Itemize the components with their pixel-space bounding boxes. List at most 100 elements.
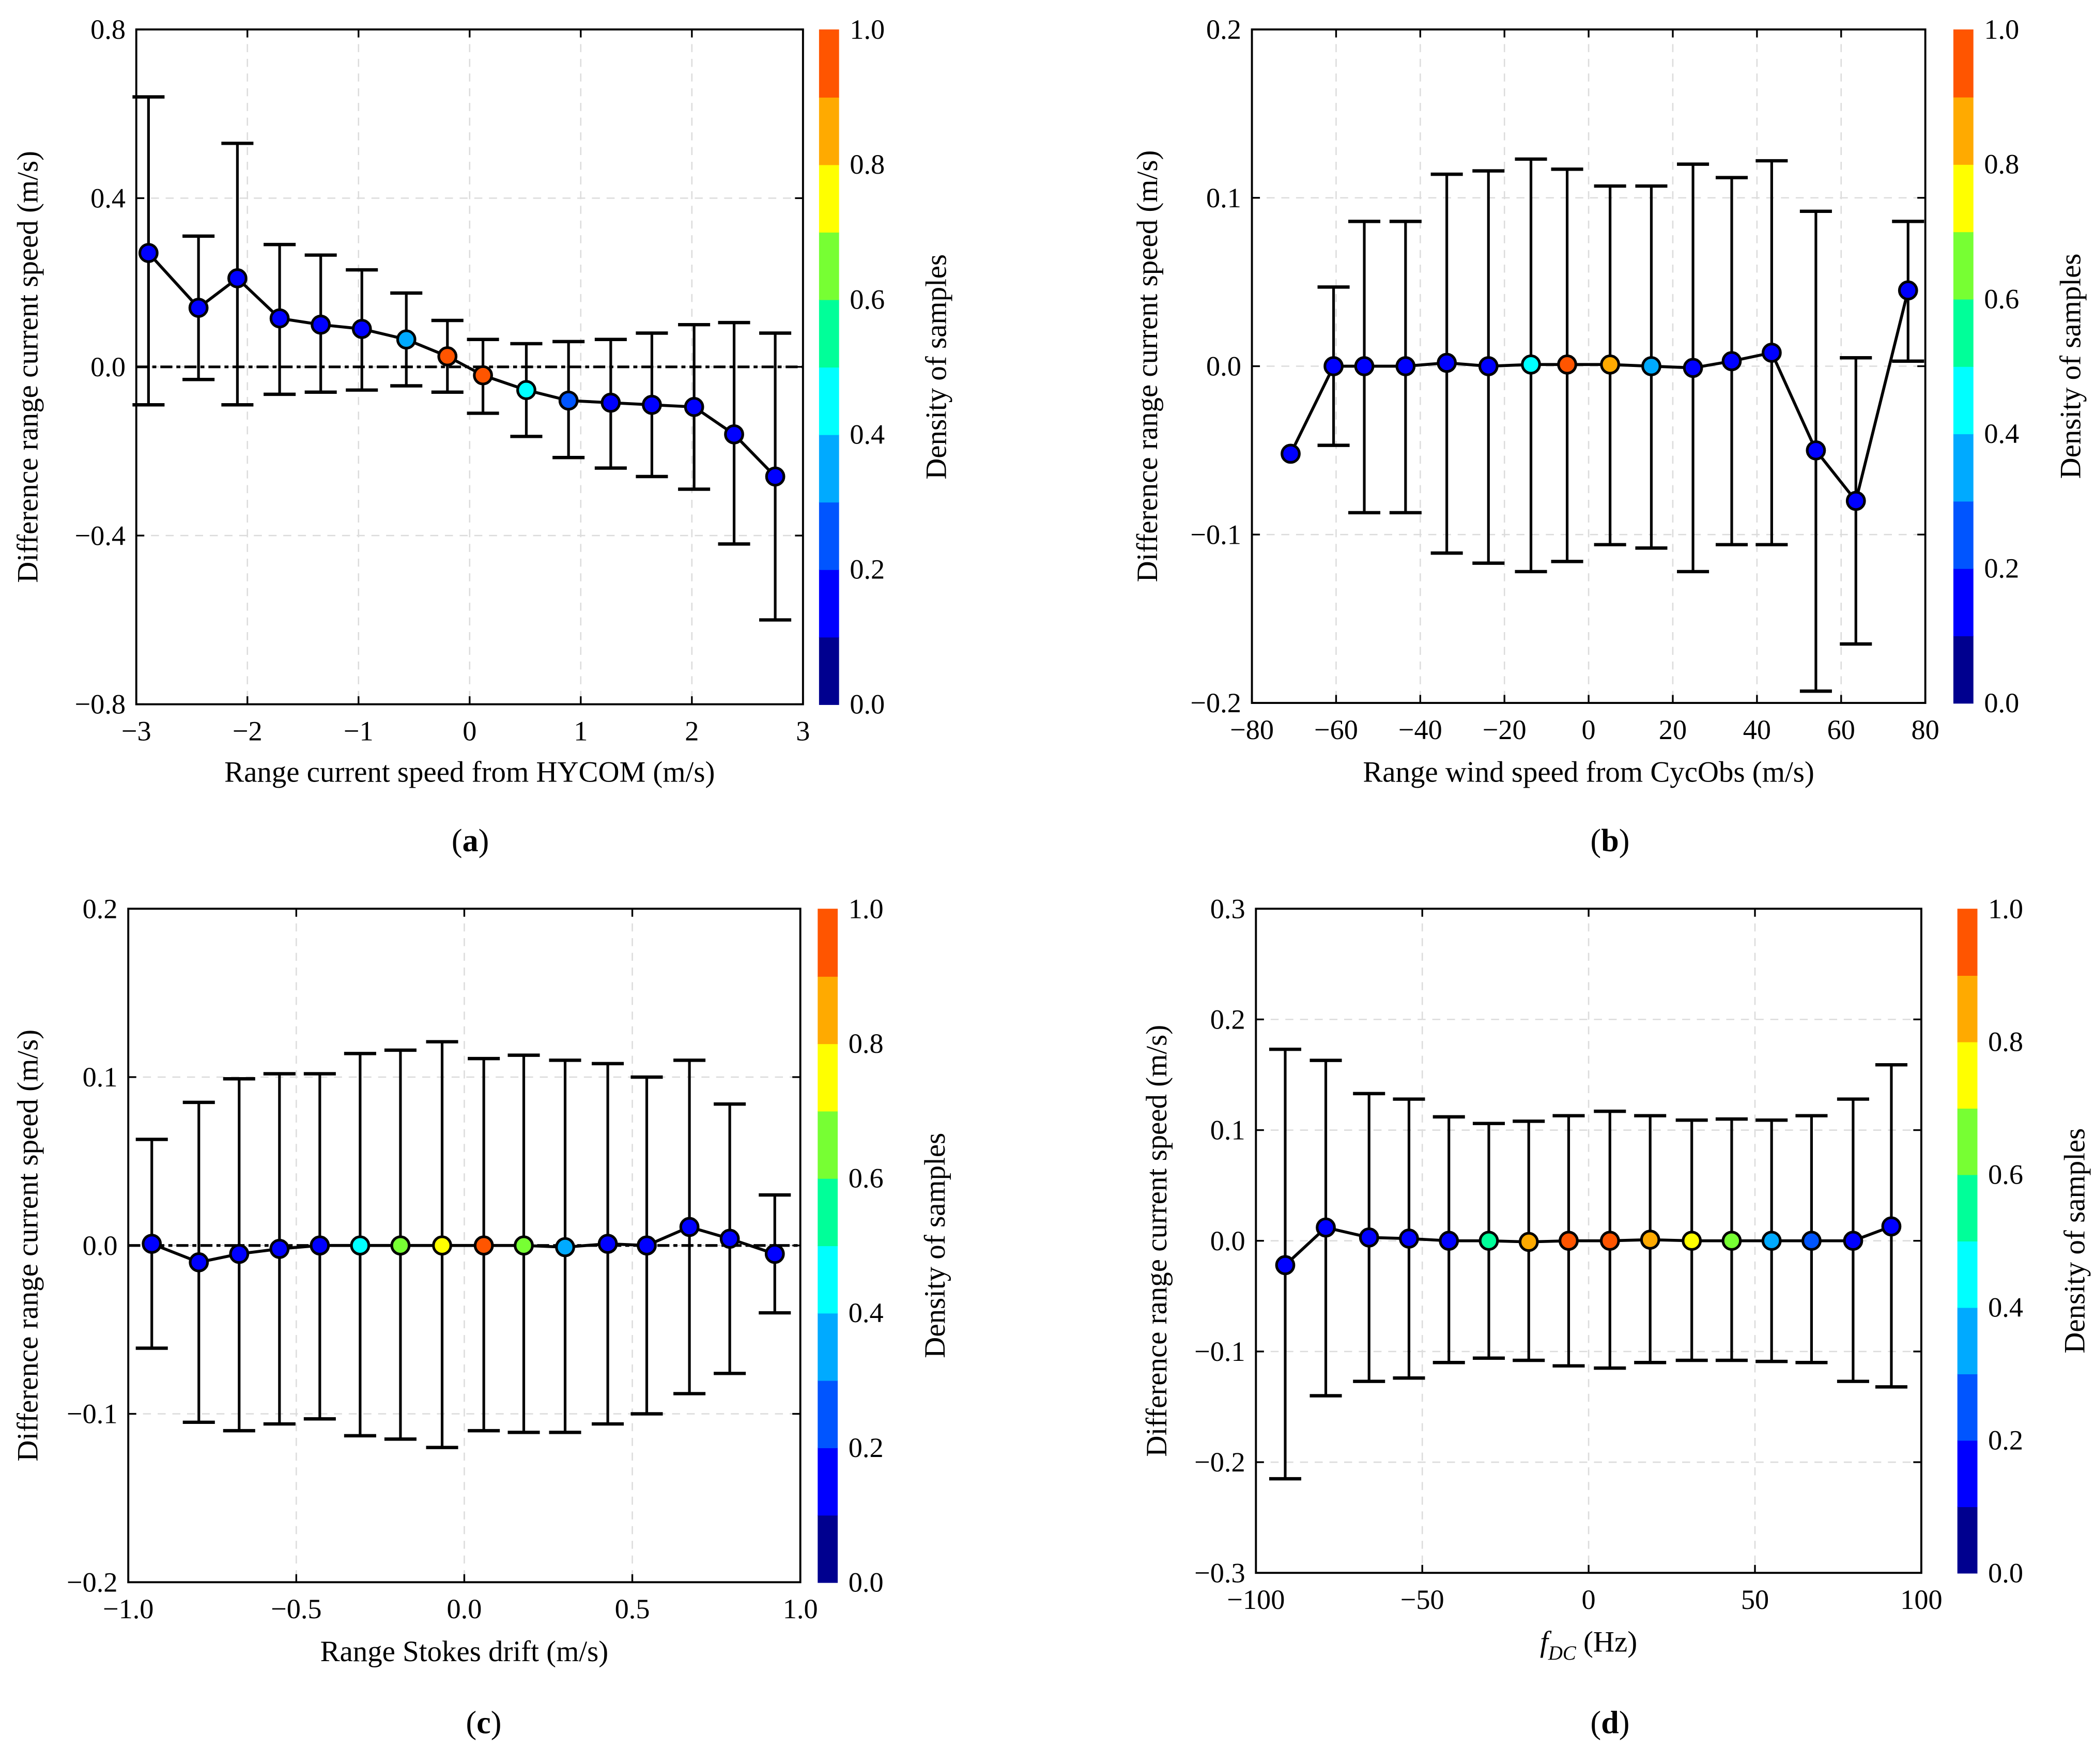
data-point	[719, 1229, 740, 1249]
panel-label-letter: d	[1601, 1705, 1619, 1740]
data-point	[1557, 354, 1577, 375]
x-tick-label: 3	[796, 715, 810, 746]
panel-label-paren: (	[452, 823, 463, 858]
data-point	[350, 1235, 371, 1256]
colorbar-segment	[1957, 909, 1978, 976]
x-tick-label: −1	[344, 715, 374, 746]
colorbar-label: Density of samples	[2055, 254, 2087, 479]
data-point	[724, 424, 744, 444]
data-point	[390, 1235, 411, 1256]
colorbar-segment	[819, 501, 839, 570]
series-line	[1284, 1225, 1892, 1266]
data-point	[1640, 1230, 1660, 1250]
data-point	[558, 390, 579, 411]
colorbar-segment	[1957, 1174, 1978, 1241]
data-point	[1359, 1227, 1379, 1248]
x-tick-label: 0	[463, 715, 476, 746]
panel-label: (a)	[452, 823, 489, 858]
colorbar-segment	[819, 434, 839, 503]
data-point	[142, 1234, 162, 1254]
y-tick-label: 0.0	[1210, 1225, 1245, 1256]
colorbar-tick-label: 0.6	[850, 284, 885, 315]
data-point	[600, 392, 621, 413]
data-point	[1354, 356, 1375, 376]
x-tick-label: 20	[1659, 714, 1687, 745]
y-axis-label: Difference range current speed (m/s)	[1131, 150, 1164, 582]
colorbar-segment	[1953, 366, 1974, 435]
colorbar-segment	[819, 232, 839, 300]
colorbar-segment	[819, 366, 839, 435]
x-axis-label: Range wind speed from CycObs (m/s)	[1363, 756, 1814, 789]
colorbar-segment	[818, 1313, 838, 1381]
colorbar-segment	[818, 1111, 838, 1179]
data-point	[227, 268, 248, 288]
data-point	[642, 394, 662, 415]
colorbar-segment	[819, 164, 839, 233]
colorbar-tick-label: 0.4	[1984, 418, 2019, 449]
data-point	[1806, 440, 1826, 461]
y-tick-label: −0.4	[75, 520, 126, 551]
data-point	[269, 1238, 290, 1259]
data-point	[311, 314, 331, 335]
data-point	[1518, 1232, 1539, 1252]
panel-label-paren: (	[1591, 823, 1601, 858]
x-tick-label: 1	[574, 715, 588, 746]
data-point	[1761, 343, 1782, 363]
data-point	[1721, 351, 1742, 372]
data-point	[1559, 1231, 1579, 1251]
x-axis-label-unit: (Hz)	[1576, 1626, 1637, 1659]
data-point	[514, 1235, 534, 1256]
colorbar-segment	[818, 1245, 838, 1314]
data-point	[1275, 1255, 1296, 1276]
y-tick-label: 0.2	[1210, 1004, 1245, 1035]
panel-label: (c)	[466, 1705, 501, 1740]
data-point	[473, 1235, 494, 1256]
colorbar-segment	[819, 637, 839, 705]
colorbar-tick-label: 0.0	[1988, 1557, 2023, 1588]
y-tick-label: 0.2	[1206, 14, 1241, 45]
x-tick-label: −100	[1227, 1584, 1285, 1615]
colorbar-tick-label: 0.6	[849, 1163, 884, 1194]
data-point	[765, 466, 785, 487]
data-point	[1600, 354, 1621, 375]
colorbar-tick-label: 0.0	[849, 1567, 884, 1598]
x-tick-label: 0	[1582, 1584, 1596, 1615]
colorbar-tick-label: 0.6	[1988, 1159, 2023, 1190]
series-line	[151, 1225, 776, 1264]
colorbar-segment	[818, 909, 838, 977]
data-point	[269, 308, 290, 329]
colorbar-segment	[1957, 1373, 1978, 1441]
colorbar-tick-label: 0.0	[1984, 687, 2019, 718]
y-tick-label: −0.2	[1190, 687, 1241, 718]
colorbar-segment	[1953, 231, 1974, 300]
colorbar-segment	[1953, 299, 1974, 367]
data-point	[1881, 1216, 1902, 1237]
colorbar-segment	[818, 1043, 838, 1112]
colorbar-tick-label: 0.8	[849, 1028, 884, 1059]
colorbar-label: Density of samples	[920, 254, 953, 480]
data-point	[229, 1244, 250, 1264]
x-tick-label: −60	[1314, 714, 1358, 745]
colorbar-tick-label: 1.0	[1988, 893, 2023, 924]
y-tick-label: 0.4	[90, 182, 126, 213]
data-point	[188, 298, 209, 318]
panel-label-paren: )	[1619, 1705, 1630, 1740]
colorbar-segment	[818, 1514, 838, 1583]
x-tick-label: −20	[1483, 714, 1527, 745]
colorbar-segment	[1957, 1307, 1978, 1374]
colorbar-segment	[1953, 568, 1974, 637]
data-point	[1641, 356, 1661, 376]
colorbar-segment	[818, 976, 838, 1045]
colorbar-label: Density of samples	[919, 1133, 951, 1358]
colorbar-tick-label: 0.4	[849, 1297, 884, 1328]
y-axis-label: Difference range current speed (m/s)	[11, 151, 44, 583]
colorbar-tick-label: 1.0	[849, 893, 884, 924]
y-tick-label: −0.1	[67, 1399, 117, 1430]
data-point	[1898, 280, 1918, 301]
colorbar-tick-label: 0.8	[1984, 149, 2019, 180]
colorbar-segment	[1953, 29, 1974, 98]
colorbar-segment	[1953, 97, 1974, 165]
data-point	[1478, 356, 1499, 376]
colorbar-tick-label: 0.4	[1988, 1292, 2023, 1323]
y-tick-label: −0.2	[67, 1567, 117, 1598]
